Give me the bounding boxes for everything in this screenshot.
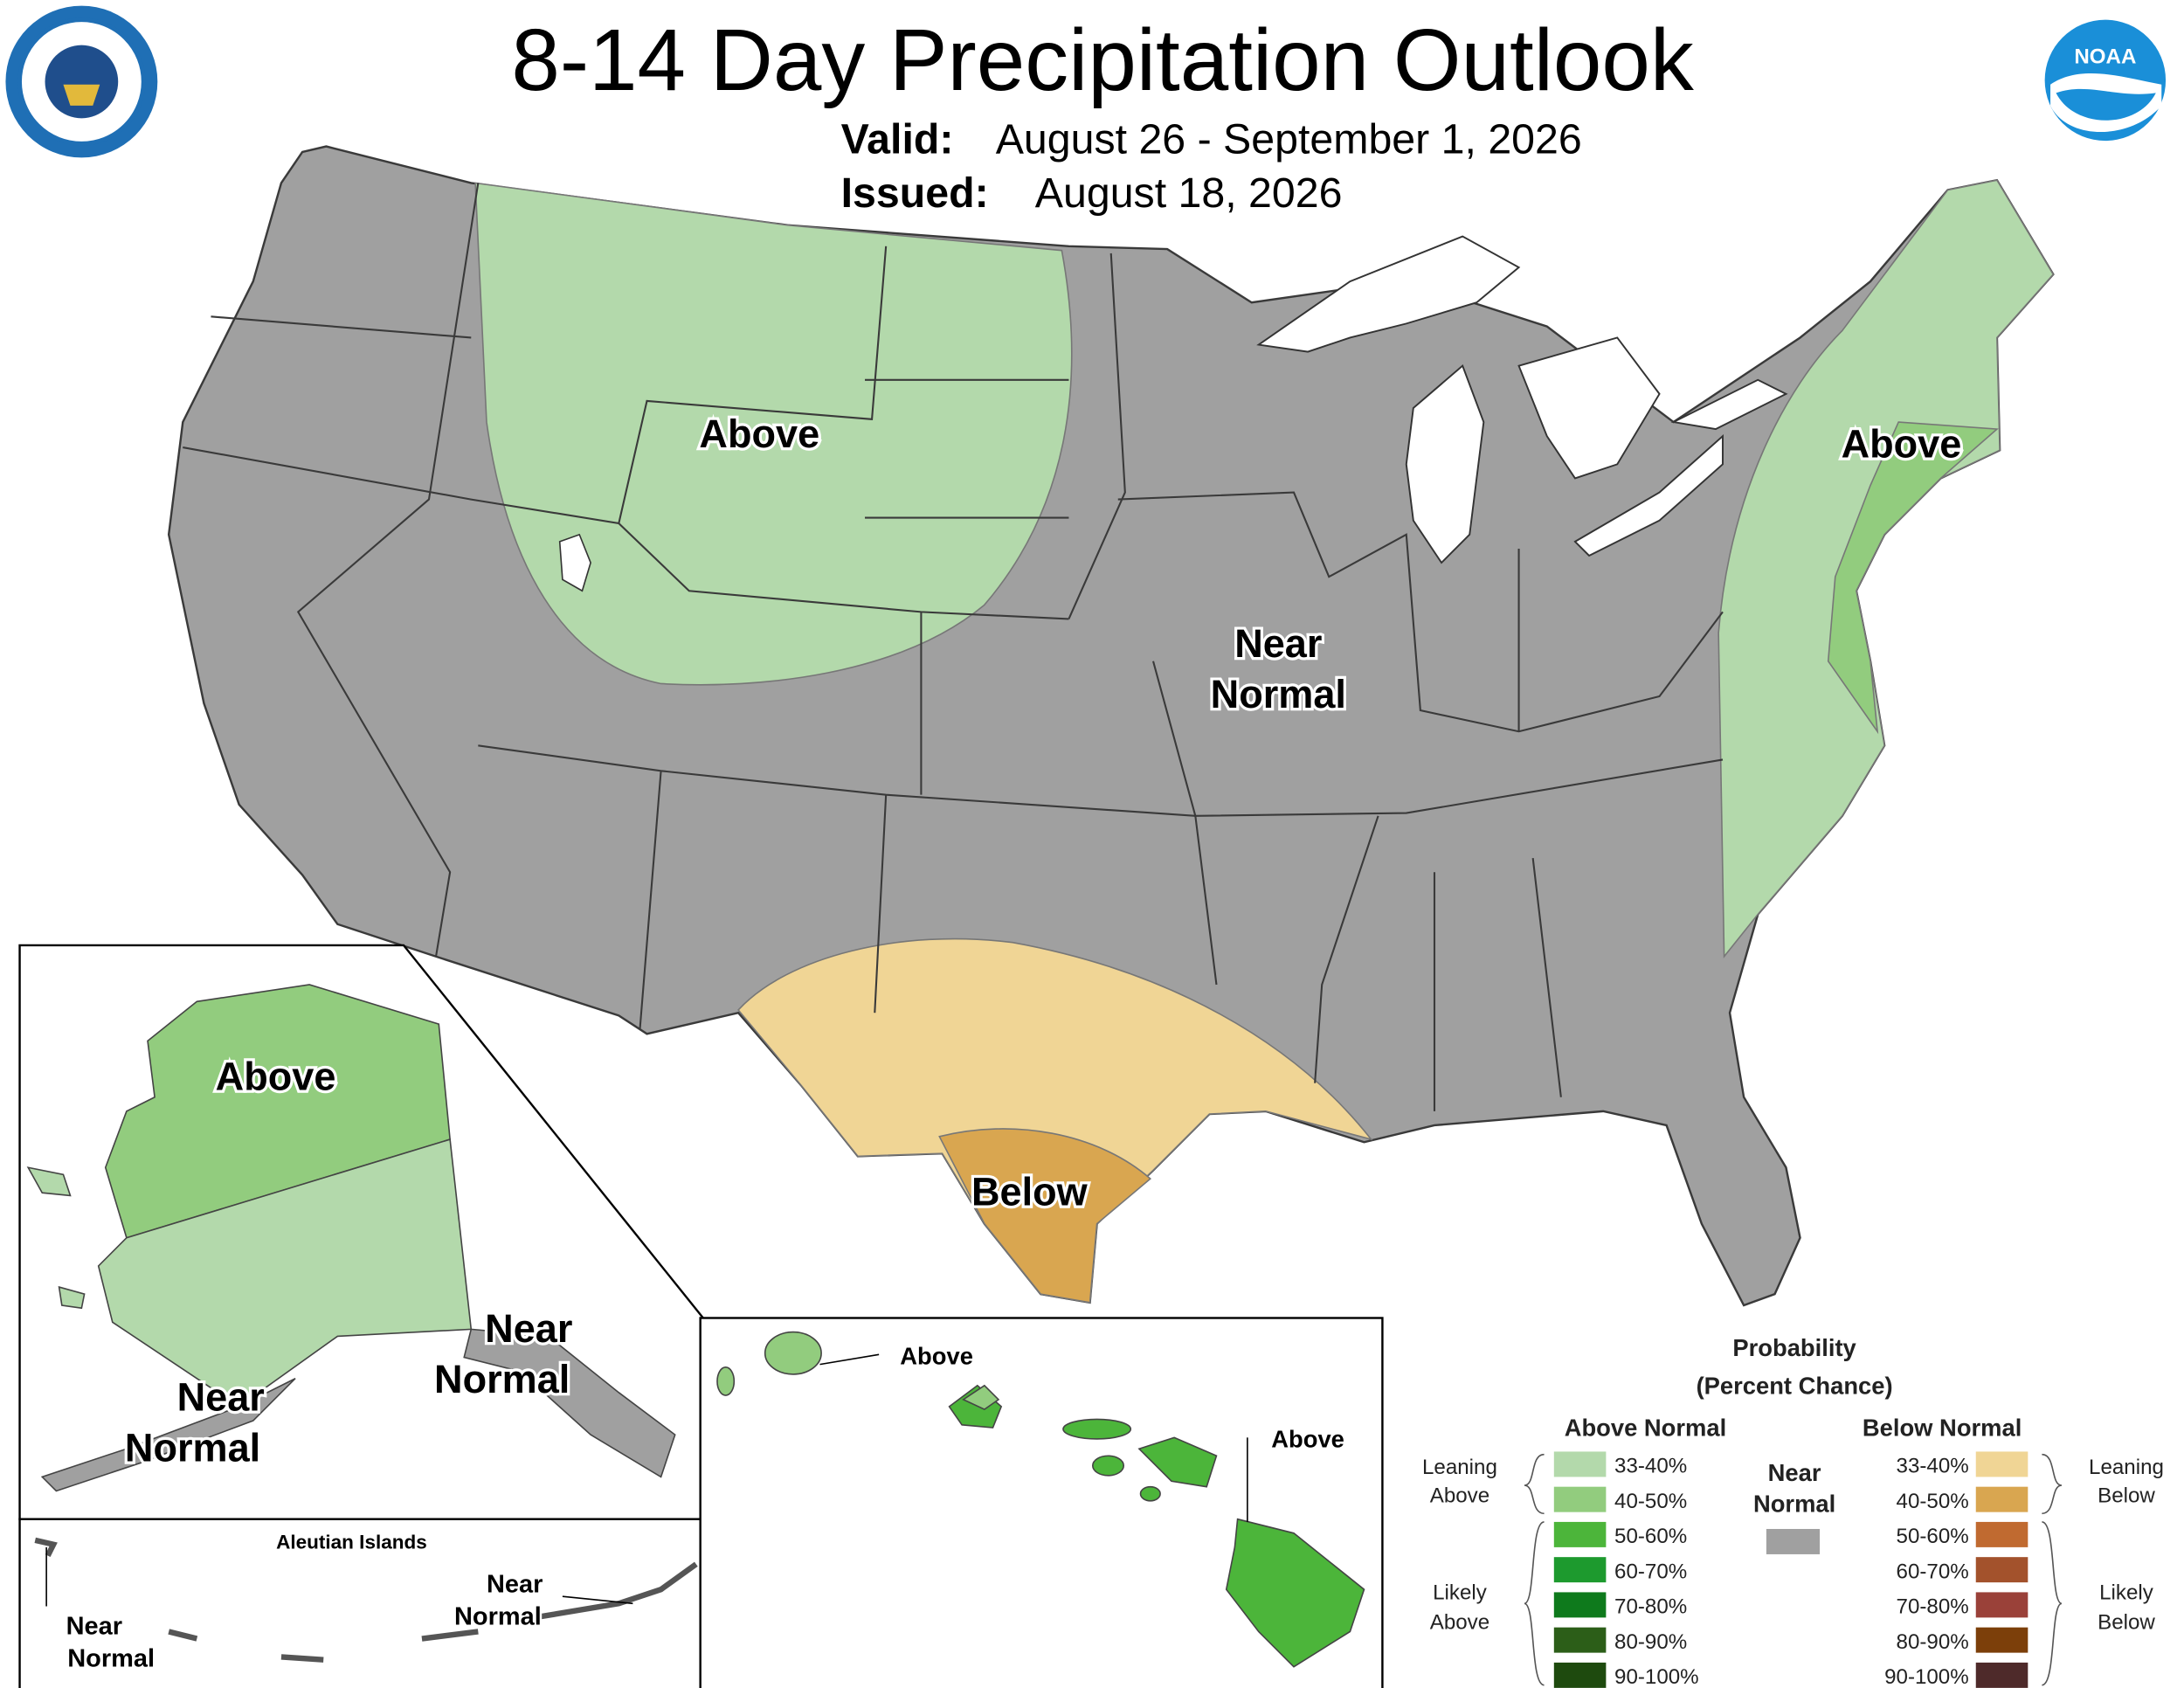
legend-range: 70-80% — [1897, 1595, 1969, 1619]
alaska-label: Above — [216, 1055, 336, 1099]
conus-label: Near — [1234, 621, 1322, 666]
legend-range: 33-40% — [1614, 1455, 1687, 1478]
legend-near-normal: Near — [1768, 1459, 1821, 1486]
legend-group: Below — [2098, 1484, 2155, 1507]
legend: Probability (Percent Chance) Above Norma… — [1422, 1334, 2164, 1688]
legend-swatch — [1975, 1592, 2028, 1618]
above-region-east-40 — [1827, 421, 1999, 735]
legend-group: Likely — [1433, 1581, 1488, 1604]
legend-swatch — [1975, 1521, 2028, 1547]
aleutians-label: Normal — [454, 1602, 542, 1630]
aleutians-title: Aleutian Islands — [276, 1532, 427, 1553]
legend-header: Below Normal — [1863, 1415, 2022, 1442]
legend-swatch — [1975, 1486, 2028, 1512]
title: 8-14 Day Precipitation Outlook — [511, 12, 1695, 109]
legend-range: 40-50% — [1897, 1490, 1969, 1513]
hawaii-label: Above — [1271, 1426, 1344, 1453]
legend-swatch — [1975, 1557, 2028, 1583]
legend-swatch — [1553, 1451, 1607, 1477]
below-region — [737, 937, 1373, 1304]
legend-group: Leaning — [2089, 1456, 2164, 1479]
legend-range: 80-90% — [1614, 1630, 1687, 1654]
legend-title: Probability — [1732, 1334, 1856, 1361]
alaska-inset — [18, 944, 705, 1520]
aleutians-label: Near — [487, 1570, 543, 1598]
legend-swatch — [1553, 1521, 1607, 1547]
conus-label: Above — [699, 412, 819, 456]
doc-seal: DEPARTMENT OF COMMERCE UNITED STATES OF … — [5, 5, 158, 158]
legend-swatch — [1975, 1451, 2028, 1477]
legend-swatch — [1975, 1627, 2028, 1653]
legend-group: Leaning — [1422, 1456, 1497, 1479]
issued-label: Issued: — [841, 169, 989, 217]
hawaii-inset — [699, 1317, 1384, 1688]
legend-near-normal: Normal — [1753, 1491, 1835, 1518]
legend-brace — [2042, 1453, 2063, 1686]
legend-range: 90-100% — [1884, 1665, 1969, 1688]
above-region-west — [474, 182, 1073, 686]
legend-range: 50-60% — [1614, 1525, 1687, 1548]
hawaii-label: Above — [900, 1343, 973, 1370]
legend-title: (Percent Chance) — [1697, 1372, 1893, 1399]
legend-swatch — [1553, 1592, 1607, 1618]
legend-range: 80-90% — [1897, 1630, 1969, 1654]
below-region-40 — [938, 1128, 1152, 1304]
state-lines — [183, 183, 1724, 1111]
aleutians-label: Normal — [67, 1645, 155, 1673]
legend-range: 50-60% — [1897, 1525, 1969, 1548]
legend-group: Likely — [2099, 1581, 2154, 1604]
great-lakes — [1256, 235, 1788, 564]
legend-swatch — [1553, 1662, 1607, 1688]
valid-dates: August 26 - September 1, 2026 — [996, 116, 1582, 163]
legend-range: 40-50% — [1614, 1490, 1687, 1513]
legend-swatch — [1553, 1486, 1607, 1512]
legend-header: Above Normal — [1565, 1415, 1726, 1442]
legend-range: 60-70% — [1897, 1560, 1969, 1583]
conus-label: Above — [1842, 421, 1962, 466]
legend-range: 90-100% — [1614, 1665, 1699, 1688]
legend-swatch — [1766, 1528, 1821, 1554]
salt-lake — [558, 533, 591, 592]
legend-range: 33-40% — [1897, 1455, 1969, 1478]
legend-group: Above — [1430, 1484, 1489, 1507]
aleutians-inset — [18, 1518, 705, 1688]
issued-date: August 18, 2026 — [1035, 169, 1343, 217]
alaska-label: Normal — [434, 1357, 570, 1401]
aleutians-label: Near — [66, 1613, 122, 1641]
conus-label: Below — [971, 1170, 1089, 1214]
alaska-label: Near — [177, 1375, 265, 1420]
legend-brace — [1524, 1453, 1545, 1686]
valid-label: Valid: — [841, 116, 954, 163]
legend-swatch — [1553, 1557, 1607, 1583]
noaa-text: NOAA — [2074, 45, 2136, 69]
legend-swatch — [1553, 1627, 1607, 1653]
alaska-label: Near — [485, 1306, 572, 1351]
legend-range: 70-80% — [1614, 1595, 1687, 1619]
alaska-label: Normal — [125, 1426, 260, 1470]
legend-range: 60-70% — [1614, 1560, 1687, 1583]
conus-label: Normal — [1211, 672, 1346, 716]
legend-swatch — [1975, 1662, 2028, 1688]
legend-group: Below — [2098, 1610, 2155, 1634]
noaa-logo: NOAA — [2044, 19, 2167, 142]
legend-group: Above — [1430, 1610, 1489, 1634]
